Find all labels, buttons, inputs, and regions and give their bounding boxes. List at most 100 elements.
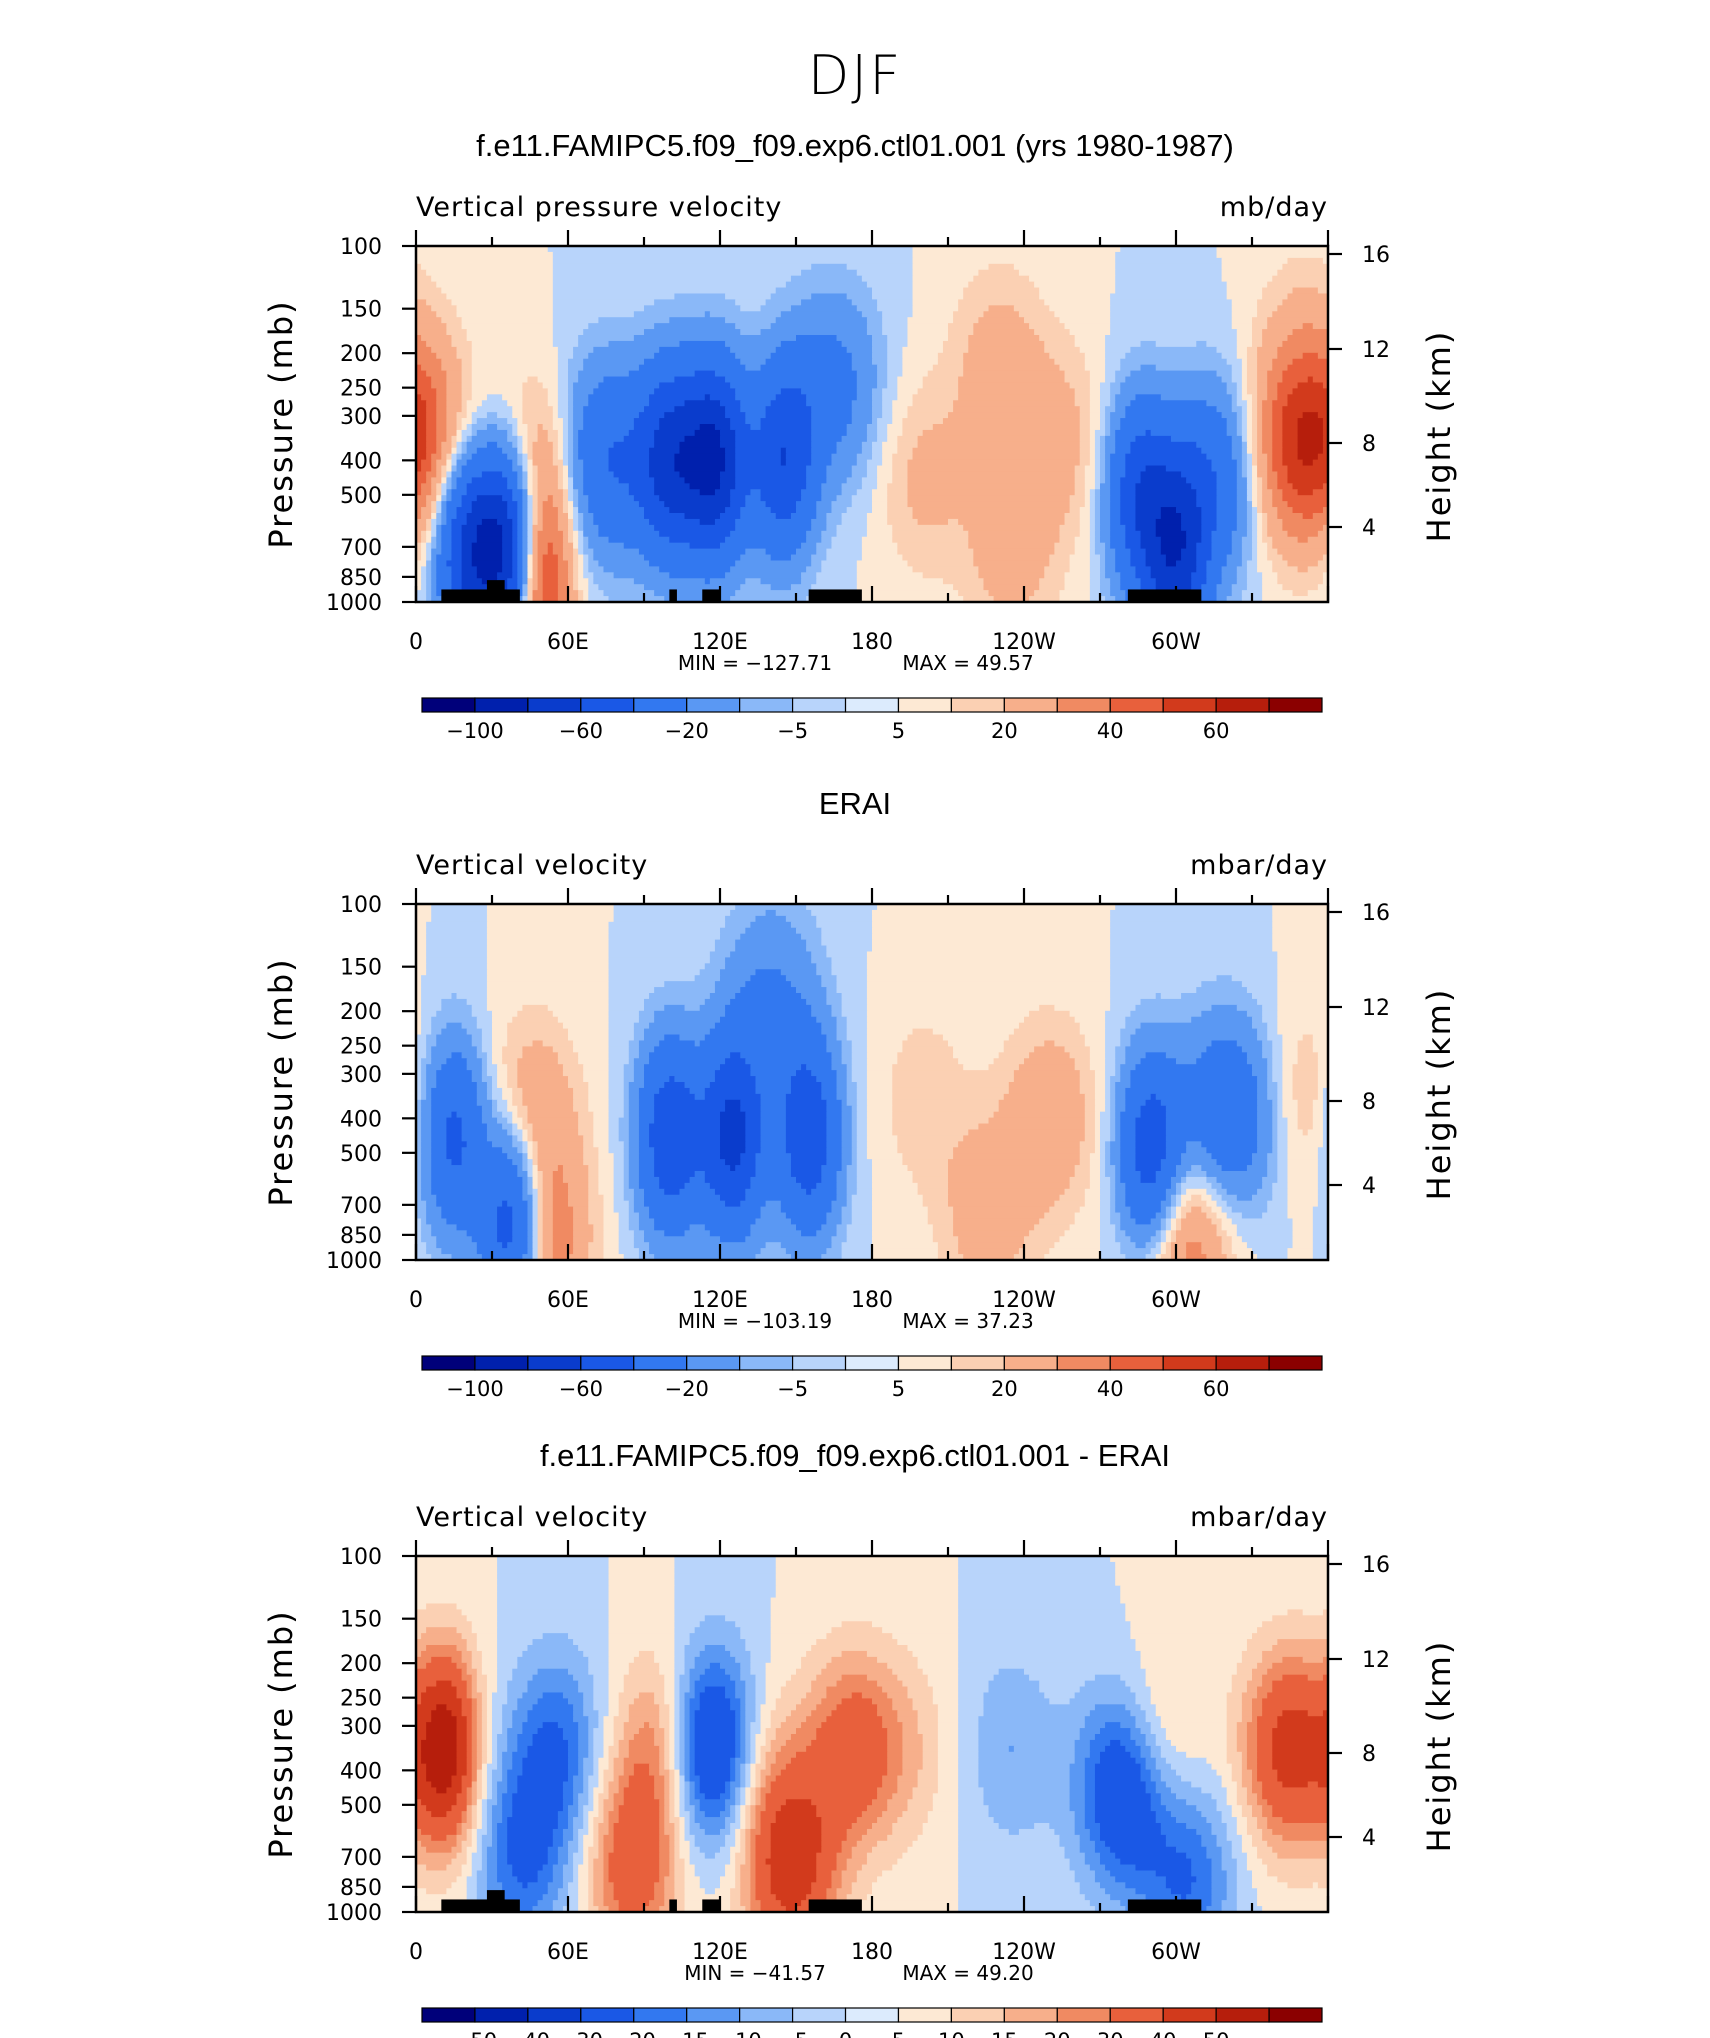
colorbar-label: −60 — [559, 719, 603, 743]
colorbar-label: −5 — [777, 1377, 808, 1401]
contour-field — [416, 1556, 1329, 1913]
colorbar-label: −60 — [559, 1377, 603, 1401]
y-tick-label: 700 — [340, 1846, 382, 1871]
colorbar-label: 10 — [938, 2029, 965, 2038]
chart-difference: 0 60E 120E 180 120W 60W1001502002503004005007… — [262, 1502, 1458, 2038]
colorbar-box — [1003, 1355, 1058, 1371]
y2-tick-label: 4 — [1362, 1826, 1376, 1851]
y-tick-label: 150 — [340, 1608, 382, 1633]
right-string: mbar/day — [1190, 1502, 1328, 1533]
y-tick-label: 400 — [340, 1107, 382, 1132]
y2-axis-label: Height (km) — [1420, 1640, 1458, 1853]
colorbar-box — [1268, 697, 1323, 713]
colorbar-box — [633, 697, 688, 713]
colorbar-box — [474, 2007, 529, 2023]
x-tick-label: 120W — [992, 1288, 1056, 1313]
colorbar-box — [844, 2007, 900, 2023]
x-tick-label: 60W — [1151, 1288, 1201, 1313]
topography-mask — [441, 580, 1202, 602]
colorbar-label: −50 — [453, 2029, 497, 2038]
colorbar-box — [844, 1355, 900, 1371]
panel-erai: ERAI 0 60E 120E 180 120W 60W 100 150 200 250 300 40… — [0, 786, 1710, 1406]
min-label: MIN = −127.71 — [678, 651, 832, 675]
y-axis-label: Pressure (mb) — [262, 957, 300, 1206]
colorbar-label: −10 — [717, 2029, 761, 2038]
y2-tick-label: 12 — [1362, 338, 1390, 363]
x-tick-label: 60E — [547, 630, 589, 655]
colorbar-box — [474, 697, 529, 713]
colorbar-box — [1268, 2007, 1323, 2023]
colorbar-box — [897, 1355, 953, 1371]
y2-tick-label: 16 — [1362, 243, 1390, 268]
panel-difference: f.e11.FAMIPC5.f09_f09.exp6.ctl01.001 - E… — [0, 1438, 1710, 2038]
colorbar-label: 5 — [892, 2029, 905, 2038]
right-string: mbar/day — [1190, 850, 1328, 881]
max-label: MAX = 37.23 — [902, 1309, 1033, 1333]
colorbar-label: −30 — [559, 2029, 603, 2038]
x-tick-label: 120W — [992, 1940, 1056, 1965]
colorbar-box — [897, 2007, 953, 2023]
contour-field — [416, 904, 1329, 1261]
y-tick-label: 100 — [340, 235, 382, 260]
colorbar-label: −5 — [777, 2029, 808, 2038]
x-tick-label: 180 — [851, 630, 893, 655]
colorbar-box — [580, 697, 635, 713]
y2-tick-label: 4 — [1362, 1174, 1376, 1199]
y-tick-label: 850 — [340, 566, 382, 591]
colorbar-label: 50 — [1203, 2029, 1230, 2038]
colorbar-label: 60 — [1203, 1377, 1230, 1401]
colorbar-box — [791, 697, 847, 713]
colorbar-box — [527, 697, 582, 713]
colorbar-box — [527, 1355, 582, 1371]
y-tick-label: 200 — [340, 1652, 382, 1677]
y-tick-label: 200 — [340, 1000, 382, 1025]
y2-axis-label: Height (km) — [1420, 988, 1458, 1201]
colorbar-box — [1268, 1355, 1323, 1371]
colorbar-box — [580, 1355, 635, 1371]
colorbar-label: −20 — [665, 1377, 709, 1401]
colorbar-label: 20 — [991, 719, 1018, 743]
y-tick-label: 700 — [340, 536, 382, 561]
left-string: Vertical velocity — [416, 850, 648, 881]
page-title: DJF — [807, 44, 903, 107]
y2-tick-label: 8 — [1362, 432, 1376, 457]
y-tick-label: 300 — [340, 1715, 382, 1740]
colorbar-label: 0 — [839, 2029, 852, 2038]
colorbar-label: −100 — [446, 719, 504, 743]
y-tick-label: 500 — [340, 484, 382, 509]
colorbar-box — [1162, 2007, 1217, 2023]
colorbar-box — [580, 2007, 635, 2023]
y2-tick-label: 16 — [1362, 901, 1390, 926]
colorbar-box — [1056, 697, 1111, 713]
y-tick-label: 200 — [340, 342, 382, 367]
x-tick-label: 60W — [1151, 630, 1201, 655]
y-tick-label: 500 — [340, 1142, 382, 1167]
y-tick-label: 250 — [340, 377, 382, 402]
y-tick-label: 1000 — [326, 1249, 382, 1274]
panel-title: f.e11.FAMIPC5.f09_f09.exp6.ctl01.001 - E… — [539, 1438, 1171, 1473]
colorbar-box — [421, 2007, 476, 2023]
chart-erai: 0 60E 120E 180 120W 60W 100 150 200 250 300 400 500 7… — [262, 850, 1458, 1401]
y-tick-label: 150 — [340, 298, 382, 323]
colorbar-label: 30 — [1097, 2029, 1124, 2038]
colorbar-box — [739, 1355, 794, 1371]
colorbar-box — [1162, 1355, 1217, 1371]
y-tick-label: 850 — [340, 1224, 382, 1249]
x-tick-label: 180 — [851, 1288, 893, 1313]
y-tick-label: 250 — [340, 1687, 382, 1712]
colorbar-label: 40 — [1097, 719, 1124, 743]
colorbar-box — [633, 2007, 688, 2023]
y2-tick-label: 12 — [1362, 1648, 1390, 1673]
colorbar-box — [1162, 697, 1217, 713]
colorbar-box — [686, 1355, 741, 1371]
y-tick-label: 300 — [340, 405, 382, 430]
y2-axis-label: Height (km) — [1420, 330, 1458, 543]
colorbar: −100 −60 −20 −5 5 20 40 60 — [421, 1355, 1323, 1401]
y-tick-label: 700 — [340, 1194, 382, 1219]
colorbar: −100 −60 −20 −5 5 20 40 60 — [421, 697, 1323, 743]
y-tick-label: 250 — [340, 1035, 382, 1060]
colorbar-label: −40 — [506, 2029, 550, 2038]
panel-model: f.e11.FAMIPC5.f09_f09.exp6.ctl01.001 (yr… — [0, 128, 1710, 748]
y-tick-label: 300 — [340, 1063, 382, 1088]
colorbar-box — [1109, 1355, 1164, 1371]
